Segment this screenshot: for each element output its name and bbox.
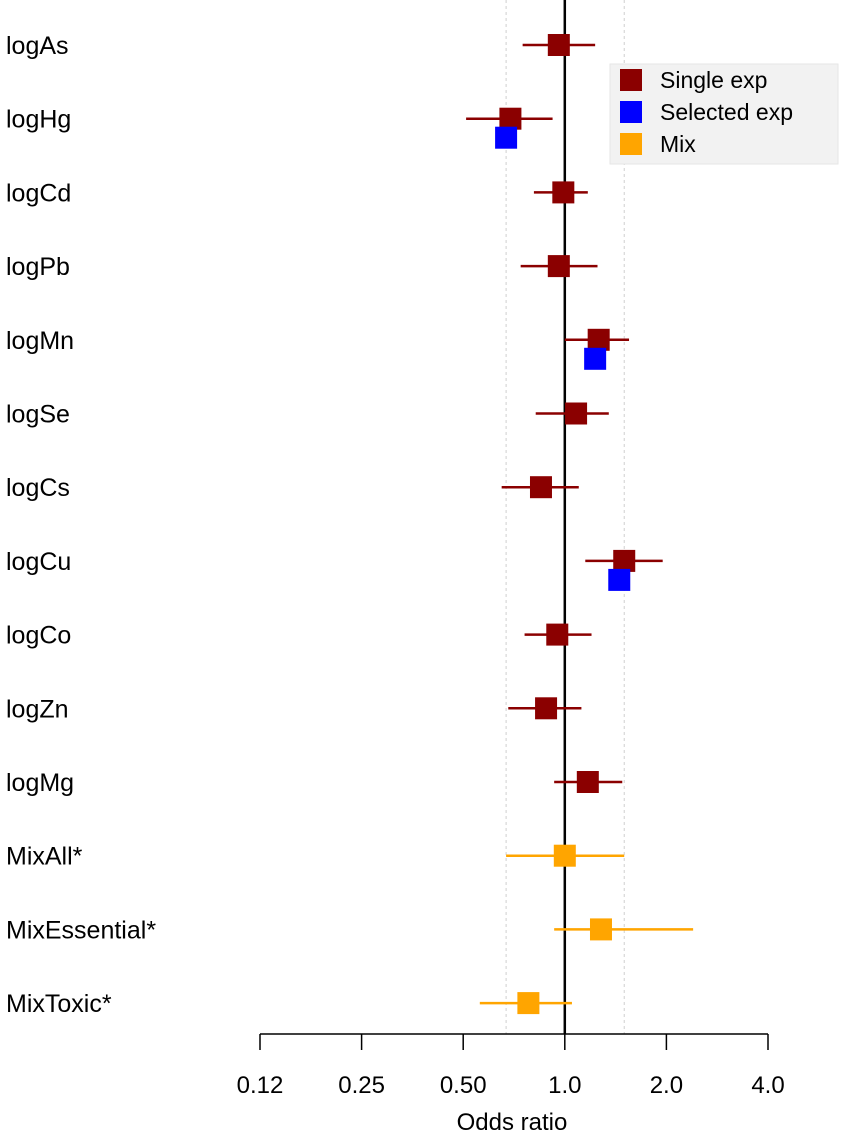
- row-label: logMn: [6, 327, 74, 355]
- row-logZn: logZn: [6, 695, 582, 723]
- legend-label: Single exp: [660, 67, 767, 93]
- x-tick-label: 0.50: [440, 1072, 487, 1099]
- row-logCo: logCo: [6, 622, 592, 650]
- row-label: logSe: [6, 401, 70, 429]
- row-label: logMg: [6, 769, 74, 797]
- row-logMn: logMn: [6, 327, 630, 370]
- row-label: logAs: [6, 32, 69, 60]
- row-label: logCu: [6, 548, 71, 576]
- row-logCu: logCu: [6, 548, 663, 591]
- reference-lines: [505, 0, 625, 1034]
- row-logCd: logCd: [6, 179, 588, 207]
- point-estimate-marker: [584, 347, 607, 370]
- point-estimate-marker: [499, 107, 522, 130]
- point-estimate-marker: [553, 844, 576, 867]
- row-MixEssential: MixEssential*: [6, 916, 694, 944]
- point-estimate-marker: [517, 992, 540, 1015]
- x-tick-label: 1.0: [548, 1072, 581, 1099]
- point-estimate-marker: [529, 476, 552, 499]
- point-estimate-marker: [535, 697, 558, 720]
- row-label: logCo: [6, 622, 71, 650]
- legend-swatch: [620, 69, 642, 91]
- row-label: logHg: [6, 106, 71, 134]
- row-label: MixToxic*: [6, 990, 112, 1018]
- row-logMg: logMg: [6, 769, 623, 797]
- legend-box: [609, 63, 839, 165]
- point-estimate-marker: [608, 568, 631, 591]
- x-axis-title: Odds ratio: [457, 1109, 568, 1136]
- x-tick-label: 0.25: [338, 1072, 385, 1099]
- row-label: logCd: [6, 179, 71, 207]
- row-label: MixEssential*: [6, 916, 156, 944]
- row-label: MixAll*: [6, 843, 83, 871]
- x-tick-label: 2.0: [650, 1072, 683, 1099]
- row-logHg: logHg: [6, 106, 553, 149]
- point-estimate-marker: [495, 126, 518, 149]
- row-label: logPb: [6, 253, 70, 281]
- row-logAs: logAs: [6, 32, 596, 60]
- row-MixAll: MixAll*: [6, 843, 625, 871]
- legend-swatch: [620, 133, 642, 155]
- plot-rows: logAs logHg logCd logPb logMn logSe logCs logCu…: [6, 32, 694, 1018]
- row-logSe: logSe: [6, 401, 609, 429]
- row-label: logZn: [6, 695, 69, 723]
- point-estimate-marker: [552, 181, 575, 204]
- legend-swatch: [620, 101, 642, 123]
- legend: Single exp Selected exp Mix: [609, 63, 839, 165]
- point-estimate-marker: [546, 623, 569, 646]
- point-estimate-marker: [547, 255, 570, 278]
- x-tick-label: 4.0: [751, 1072, 784, 1099]
- x-axis: 0.12 0.25 0.50 1.0 2.0 4.0: [237, 1033, 785, 1099]
- legend-label: Selected exp: [660, 99, 793, 125]
- point-estimate-marker: [565, 402, 588, 425]
- row-logPb: logPb: [6, 253, 598, 281]
- point-estimate-marker: [589, 918, 612, 941]
- legend-label: Mix: [660, 131, 696, 157]
- point-estimate-marker: [587, 328, 610, 351]
- point-estimate-marker: [613, 549, 636, 572]
- row-logCs: logCs: [6, 474, 579, 502]
- row-label: logCs: [6, 474, 70, 502]
- row-MixToxic: MixToxic*: [6, 990, 572, 1018]
- point-estimate-marker: [576, 771, 599, 793]
- x-tick-label: 0.12: [237, 1072, 284, 1099]
- point-estimate-marker: [547, 34, 570, 56]
